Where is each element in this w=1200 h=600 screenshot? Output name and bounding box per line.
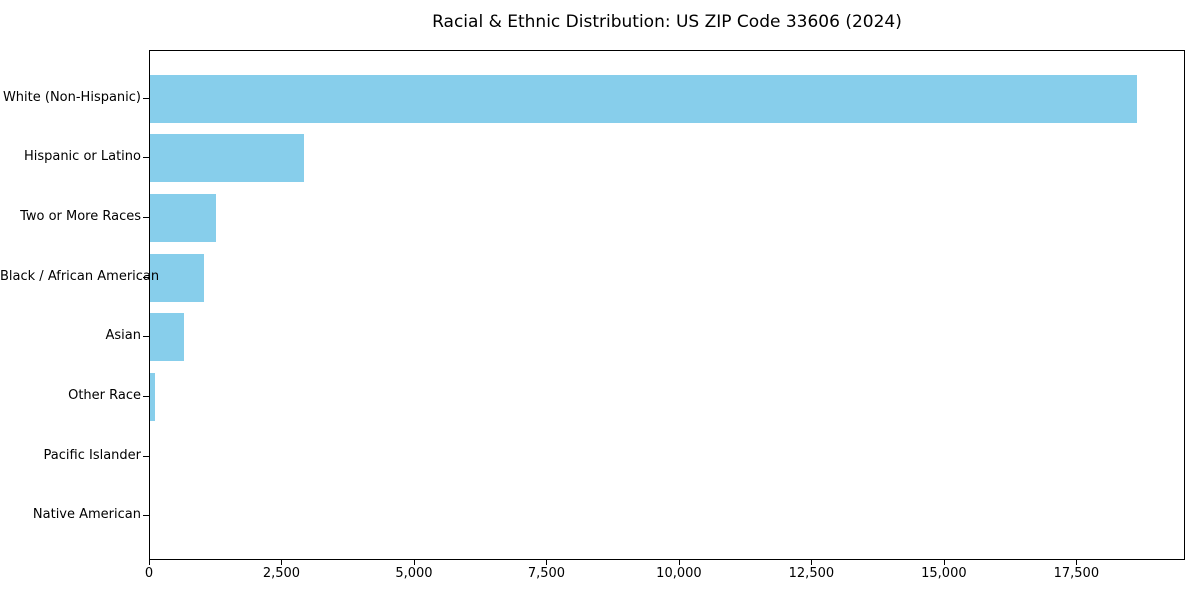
x-tick-label: 5,000	[395, 566, 433, 581]
bar	[150, 313, 184, 362]
y-axis-label: White (Non-Hispanic)	[2, 89, 141, 105]
y-axis-label: Two or More Races	[20, 208, 141, 224]
y-tick-mark	[143, 157, 149, 159]
chart-title: Racial & Ethnic Distribution: US ZIP Cod…	[432, 12, 902, 32]
x-tick-mark	[678, 560, 680, 565]
x-tick-mark	[281, 560, 283, 565]
x-tick-mark	[943, 560, 945, 565]
bar	[150, 253, 205, 302]
y-axis-label: Native American	[32, 507, 141, 523]
y-axis-label: Hispanic or Latino	[23, 149, 141, 165]
y-tick-mark	[143, 216, 149, 218]
bar	[150, 134, 304, 183]
y-tick-mark	[143, 515, 149, 517]
bar	[150, 193, 217, 242]
y-axis-label: Pacific Islander	[43, 447, 141, 463]
bar	[150, 74, 1137, 123]
y-tick-mark	[143, 97, 149, 99]
y-axis-label: Other Race	[68, 388, 141, 403]
x-tick-label: 7,500	[527, 566, 566, 581]
x-tick-label: 17,500	[1053, 566, 1100, 581]
x-tick-label: 12,500	[788, 566, 835, 581]
plot-area	[149, 50, 1185, 560]
x-tick-mark	[811, 560, 813, 565]
x-tick-mark	[546, 560, 548, 565]
x-tick-mark	[1076, 560, 1078, 565]
x-tick-mark	[149, 560, 150, 565]
y-tick-mark	[143, 276, 149, 278]
x-tick-label: 15,000	[921, 566, 967, 581]
x-tick-label: 10,000	[656, 566, 702, 581]
x-tick-label: 0	[144, 566, 154, 581]
x-tick-label: 2,500	[262, 566, 301, 581]
y-tick-mark	[143, 455, 149, 457]
y-tick-mark	[143, 336, 149, 338]
y-axis-label: Black / African American	[0, 268, 160, 284]
y-tick-mark	[143, 396, 149, 397]
x-tick-mark	[413, 560, 415, 565]
y-axis-label: Asian	[105, 328, 141, 344]
bar	[150, 373, 156, 421]
